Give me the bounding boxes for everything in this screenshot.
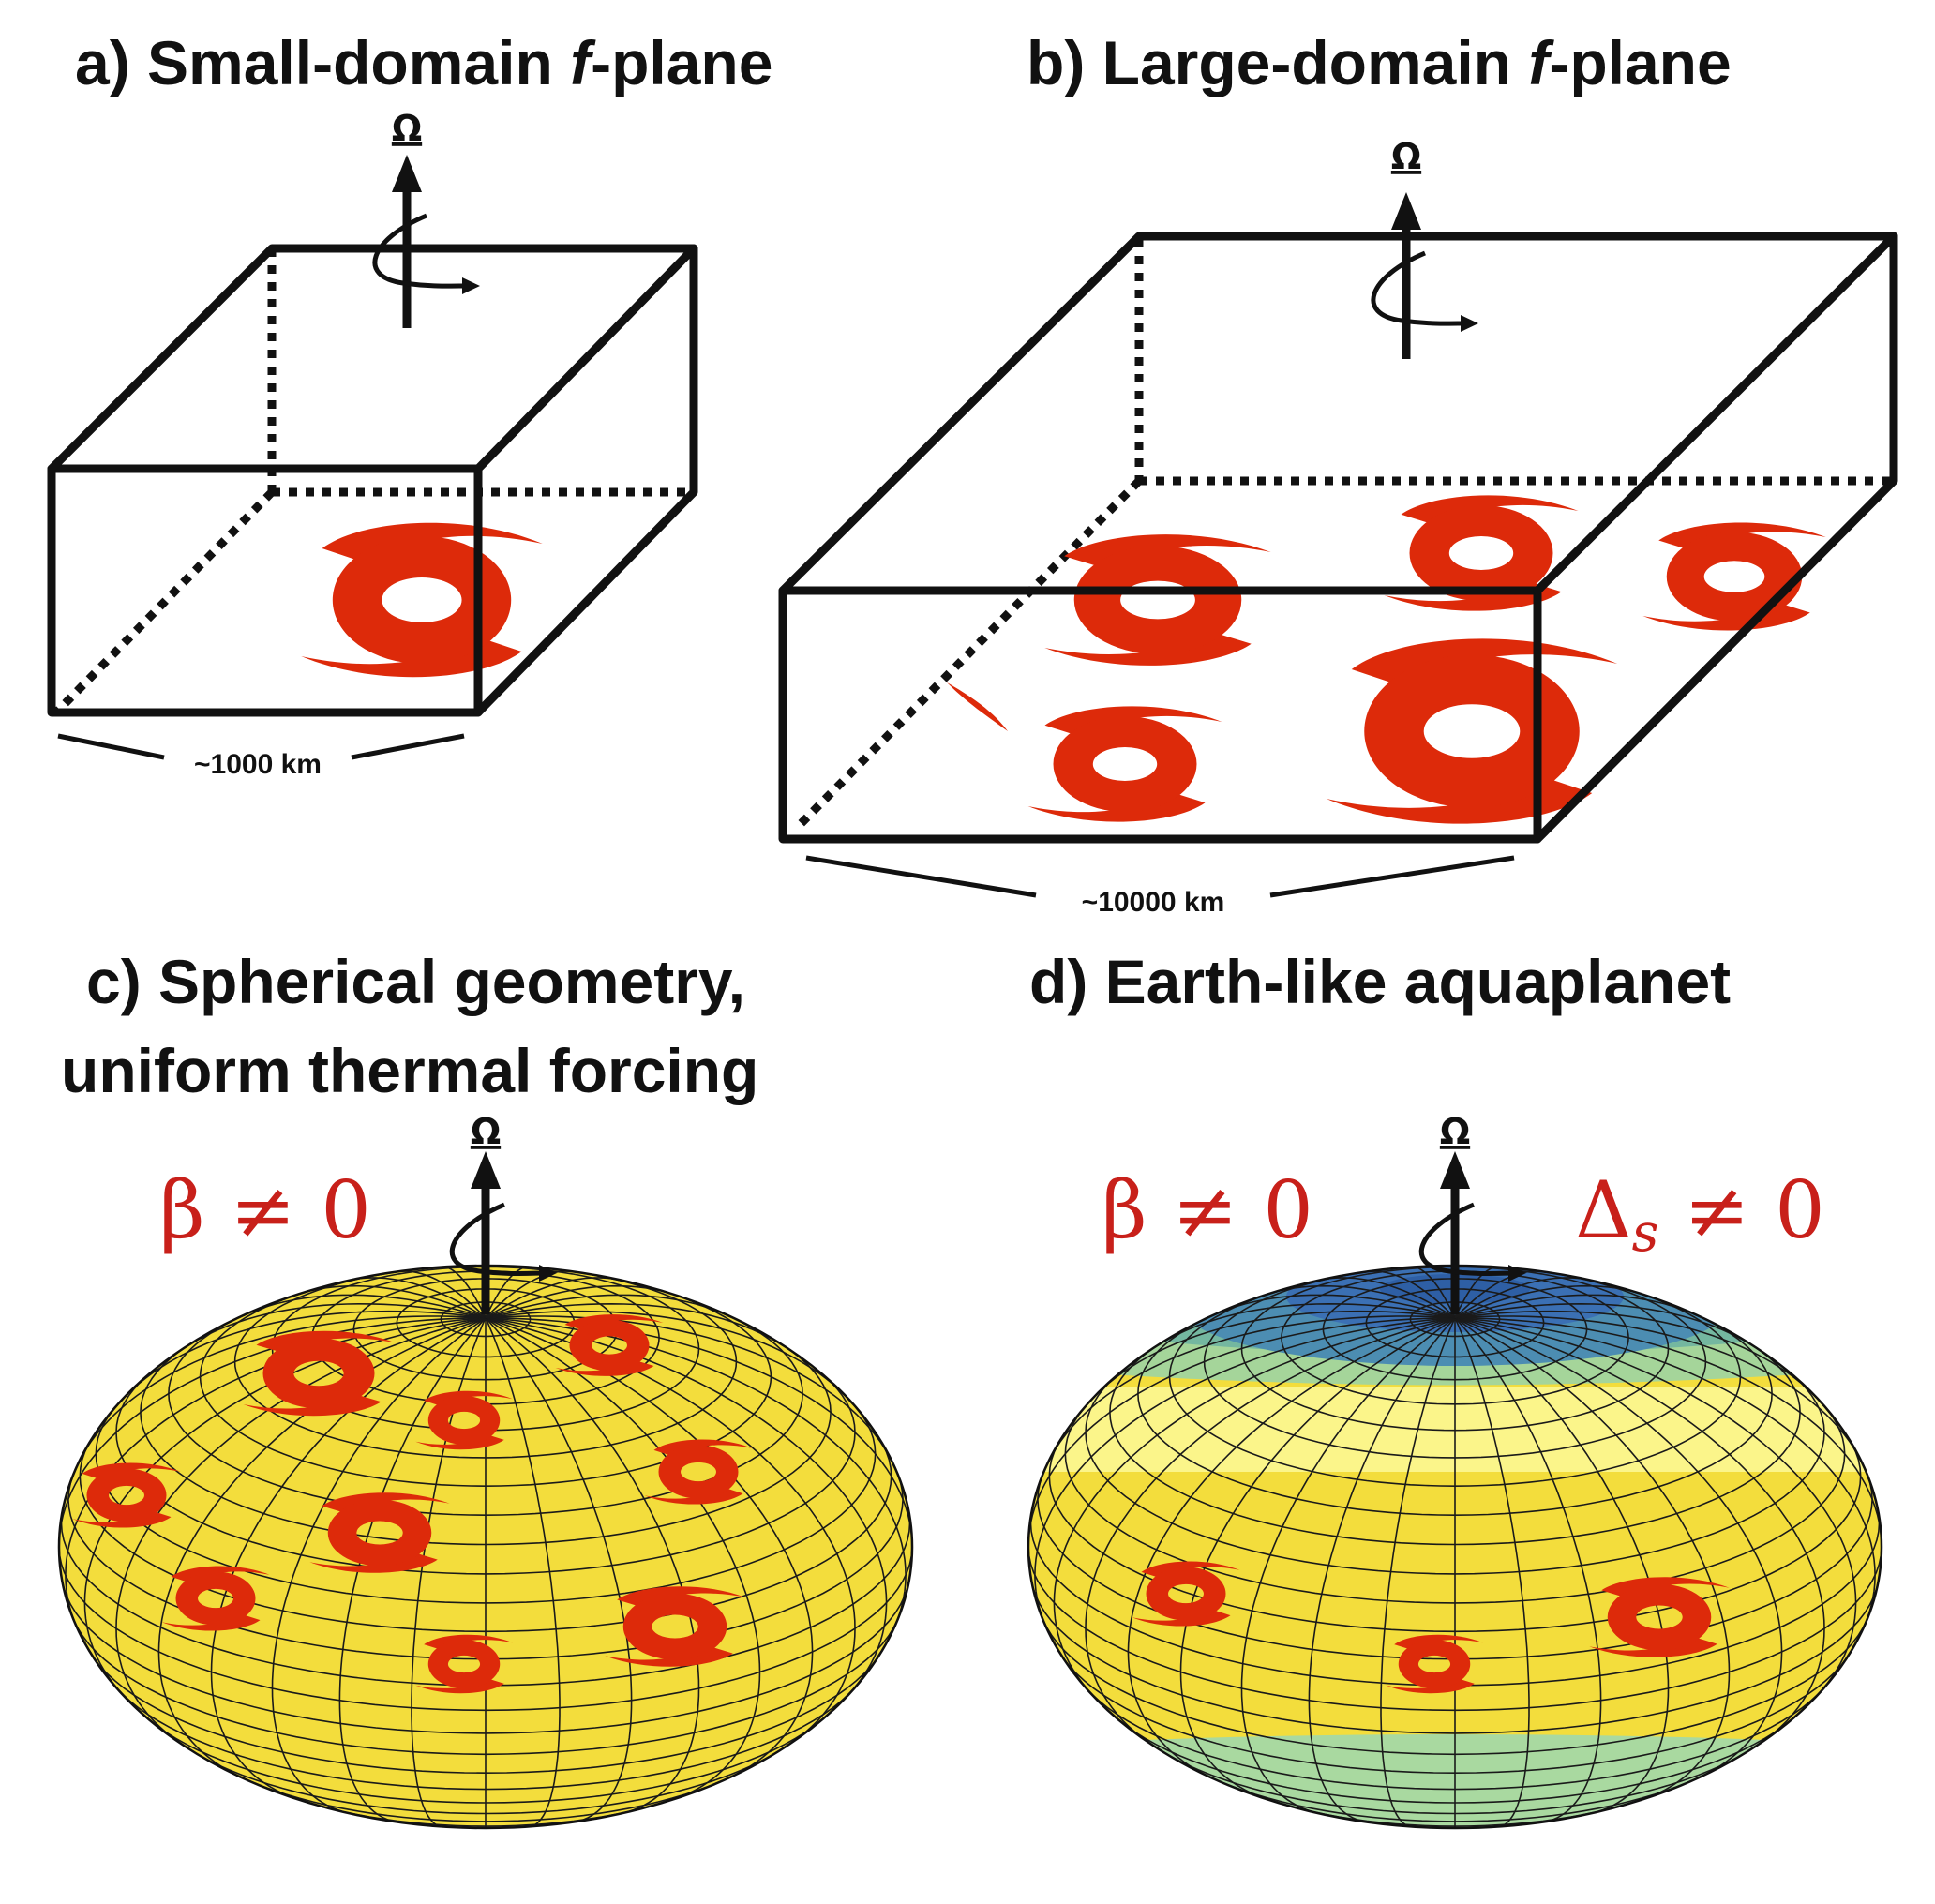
sphere-globe-icon	[1027, 1264, 1883, 1830]
rotation-axis-icon	[1371, 192, 1478, 359]
delta-s-label: Δs ≠ 0	[1575, 1164, 1825, 1264]
rotation-axis-icon	[449, 1151, 557, 1314]
panel-b-title: b) Large-domain f-plane	[1027, 28, 1732, 97]
rotation-axis-icon	[372, 155, 480, 328]
rotation-axis-icon	[1418, 1151, 1526, 1314]
cyclone-icon	[1028, 706, 1222, 822]
panel-c-title-line2: uniform thermal forcing	[61, 1036, 758, 1105]
sphere-globe-icon	[57, 1264, 914, 1830]
cyclone-icon	[301, 522, 543, 678]
panel-b: b) Large-domain f-plane Ω ~10000 km	[778, 28, 1898, 918]
panel-c: c) Spherical geometry, uniform thermal f…	[57, 947, 914, 1830]
cyclone-icon	[1326, 638, 1618, 824]
scale-label-a: ~1000 km	[194, 749, 322, 780]
box-domain-icon	[778, 232, 1898, 844]
beta-label-d: β ≠ 0	[1102, 1164, 1313, 1256]
panel-c-title-line1: c) Spherical geometry,	[86, 947, 745, 1016]
panel-d: d) Earth-like aquaplanet β ≠ 0 Δs ≠ 0	[1027, 947, 1883, 1830]
rotation-label-c: Ω	[471, 1111, 501, 1152]
panel-a: a) Small-domain f-plane Ω ~1000 km	[47, 28, 772, 780]
box-domain-icon	[47, 244, 698, 717]
rotation-label-b: Ω	[1391, 136, 1421, 177]
rotation-label-a: Ω	[392, 108, 422, 149]
beta-label-c: β ≠ 0	[159, 1164, 371, 1256]
panel-d-title: d) Earth-like aquaplanet	[1029, 947, 1731, 1016]
rotation-label-d: Ω	[1440, 1111, 1470, 1152]
panel-a-title: a) Small-domain f-plane	[75, 28, 772, 97]
cyclone-icon	[1044, 534, 1271, 666]
scale-label-b: ~10000 km	[1082, 887, 1225, 918]
